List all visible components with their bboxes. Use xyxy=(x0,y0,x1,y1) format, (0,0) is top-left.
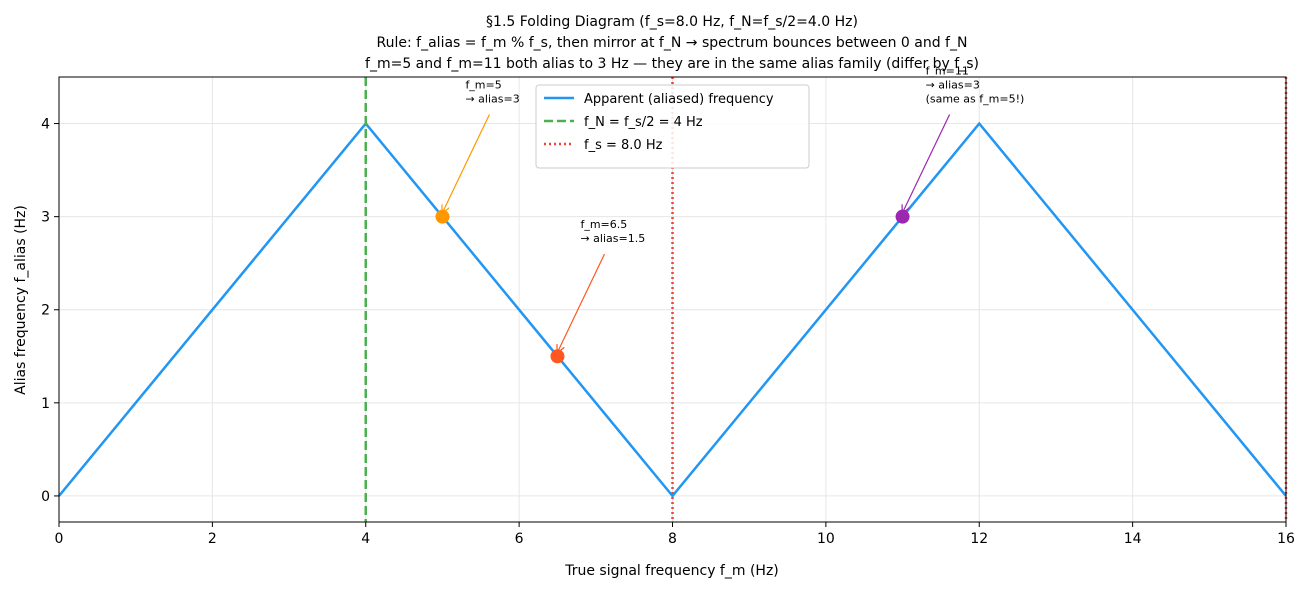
x-tick-label: 12 xyxy=(970,531,988,547)
legend-label: f_s = 8.0 Hz xyxy=(584,138,663,153)
annotation: → alias=1.5 xyxy=(580,232,645,245)
y-tick-label: 4 xyxy=(41,117,50,133)
x-tick-label: 16 xyxy=(1277,531,1295,547)
annotation: (same as f_m=5!) xyxy=(926,92,1025,105)
point xyxy=(550,349,565,364)
x-tick-label: 4 xyxy=(361,531,370,547)
line-series xyxy=(58,121,1287,498)
x-tick-label: 2 xyxy=(208,531,217,547)
legend-label: Apparent (aliased) frequency xyxy=(584,92,774,107)
legend-box xyxy=(535,84,810,169)
annotation: f_m=5 xyxy=(465,78,501,91)
y-tick-label: 1 xyxy=(41,396,50,412)
x-tick-label: 6 xyxy=(515,531,524,547)
annotation: f_m=6.5 xyxy=(580,218,627,231)
x-tick-label: 0 xyxy=(55,531,64,547)
annotation-arrow xyxy=(442,114,490,212)
point xyxy=(895,209,910,224)
chart-title: §1.5 Folding Diagram (f_s=8.0 Hz, f_N=f_… xyxy=(486,14,858,30)
plot-frame xyxy=(58,76,1287,523)
annotation: → alias=3 xyxy=(465,92,519,105)
annotation-arrow xyxy=(557,253,606,352)
y-tick-label: 0 xyxy=(41,489,50,505)
chart-title: Rule: f_alias = f_m % f_s, then mirror a… xyxy=(377,35,968,51)
x-tick-label: 14 xyxy=(1124,531,1142,547)
x-tick-label: 10 xyxy=(817,531,835,547)
chart-title: f_m=5 and f_m=11 both alias to 3 Hz — th… xyxy=(365,56,979,72)
point xyxy=(435,209,450,224)
y-tick-label: 2 xyxy=(41,303,50,319)
y-axis-label: Alias frequency f_alias (Hz) xyxy=(13,205,29,395)
x-tick-label: 8 xyxy=(668,531,677,547)
annotation-arrow xyxy=(903,114,951,212)
legend-label: f_N = f_s/2 = 4 Hz xyxy=(584,115,703,130)
x-axis-label: True signal frequency f_m (Hz) xyxy=(564,563,779,579)
y-tick-label: 3 xyxy=(41,210,50,226)
annotation: f_m=11 xyxy=(926,64,969,77)
annotation: → alias=3 xyxy=(926,78,980,91)
